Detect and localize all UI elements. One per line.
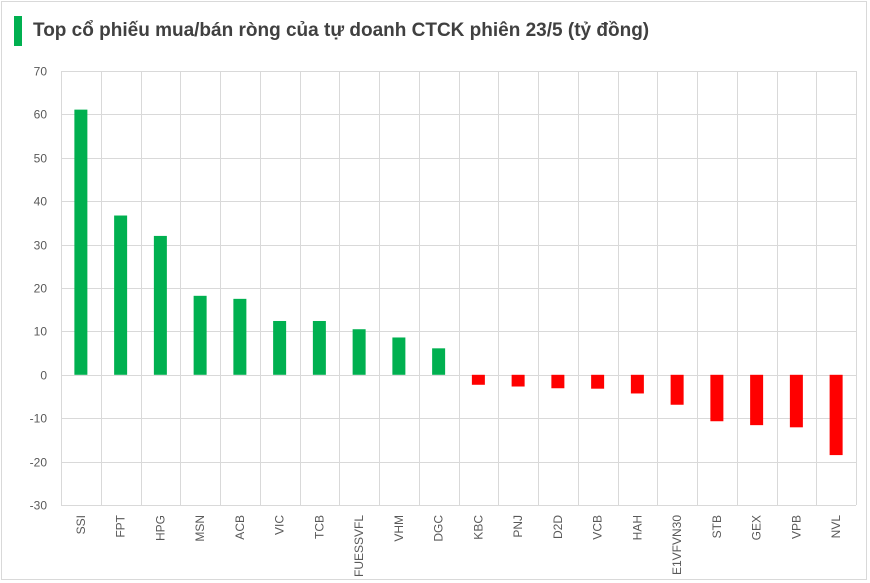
- bar-nvl: [829, 374, 843, 456]
- x-tick-label: VCB: [591, 515, 605, 540]
- x-tick-label: PNJ: [511, 515, 525, 538]
- bar-d2d: [551, 374, 565, 389]
- x-tick-label: E1VFVN30: [670, 515, 684, 575]
- x-tick-label: TCB: [312, 515, 326, 539]
- y-tick-label: 10: [34, 325, 48, 339]
- y-tick-label: 70: [34, 65, 48, 79]
- gridlines: [61, 71, 857, 506]
- x-tick-label: GEX: [750, 515, 764, 540]
- x-tick-label: VHM: [392, 515, 406, 542]
- x-axis-tick-labels: SSI FPT HPG MSN ACB VIC TCB FUESSVFL VHM DGC KBC PN…: [74, 514, 843, 577]
- bar-gex: [750, 374, 764, 426]
- x-tick-label: FUESSVFL: [352, 515, 366, 577]
- y-tick-label: -30: [30, 499, 48, 513]
- bar-vpb: [789, 374, 803, 428]
- y-tick-label: 30: [34, 239, 48, 253]
- bar-e1vfvn30: [670, 374, 684, 405]
- bar-tcb: [312, 320, 326, 375]
- chart-title: Top cổ phiếu mua/bán ròng của tự doanh C…: [14, 16, 649, 46]
- x-tick-label: NVL: [829, 515, 843, 539]
- x-tick-label: VIC: [273, 515, 287, 535]
- bar-dgc: [432, 348, 446, 375]
- y-tick-label: 60: [34, 108, 48, 122]
- bar-hpg: [153, 235, 167, 375]
- bar-msn: [193, 295, 207, 375]
- bar-vcb: [591, 374, 605, 389]
- y-axis-tick-labels: 70 60 50 40 30 20 10 0 -10 -20 -30: [30, 65, 48, 513]
- y-tick-label: 0: [40, 369, 47, 383]
- x-tick-label: STB: [710, 515, 724, 538]
- x-tick-label: D2D: [551, 515, 565, 539]
- bar-vic: [273, 320, 287, 375]
- title-accent-bar: [14, 16, 22, 46]
- x-tick-label: MSN: [193, 515, 207, 542]
- bars: [74, 109, 843, 456]
- x-tick-label: FPT: [114, 514, 128, 537]
- bar-ssi: [74, 109, 88, 375]
- bar-hah: [630, 374, 644, 394]
- bar-vhm: [392, 337, 406, 375]
- bar-fuessvfl: [352, 329, 366, 375]
- x-tick-label: HAH: [630, 515, 644, 540]
- y-tick-label: 50: [34, 152, 48, 166]
- x-tick-label: HPG: [153, 515, 167, 541]
- x-tick-label: SSI: [74, 515, 88, 534]
- y-tick-label: 40: [34, 195, 48, 209]
- y-tick-label: -10: [30, 412, 48, 426]
- bar-stb: [710, 374, 724, 422]
- y-tick-label: -20: [30, 456, 48, 470]
- x-tick-label: VPB: [789, 515, 803, 539]
- bar-kbc: [471, 374, 485, 385]
- bar-acb: [233, 298, 247, 375]
- y-tick-label: 20: [34, 282, 48, 296]
- x-tick-label: KBC: [471, 515, 485, 540]
- x-tick-label: ACB: [233, 515, 247, 540]
- bar-pnj: [511, 374, 525, 387]
- x-tick-label: DGC: [432, 515, 446, 542]
- bar-fpt: [114, 215, 128, 375]
- chart-title-text: Top cổ phiếu mua/bán ròng của tự doanh C…: [33, 20, 650, 41]
